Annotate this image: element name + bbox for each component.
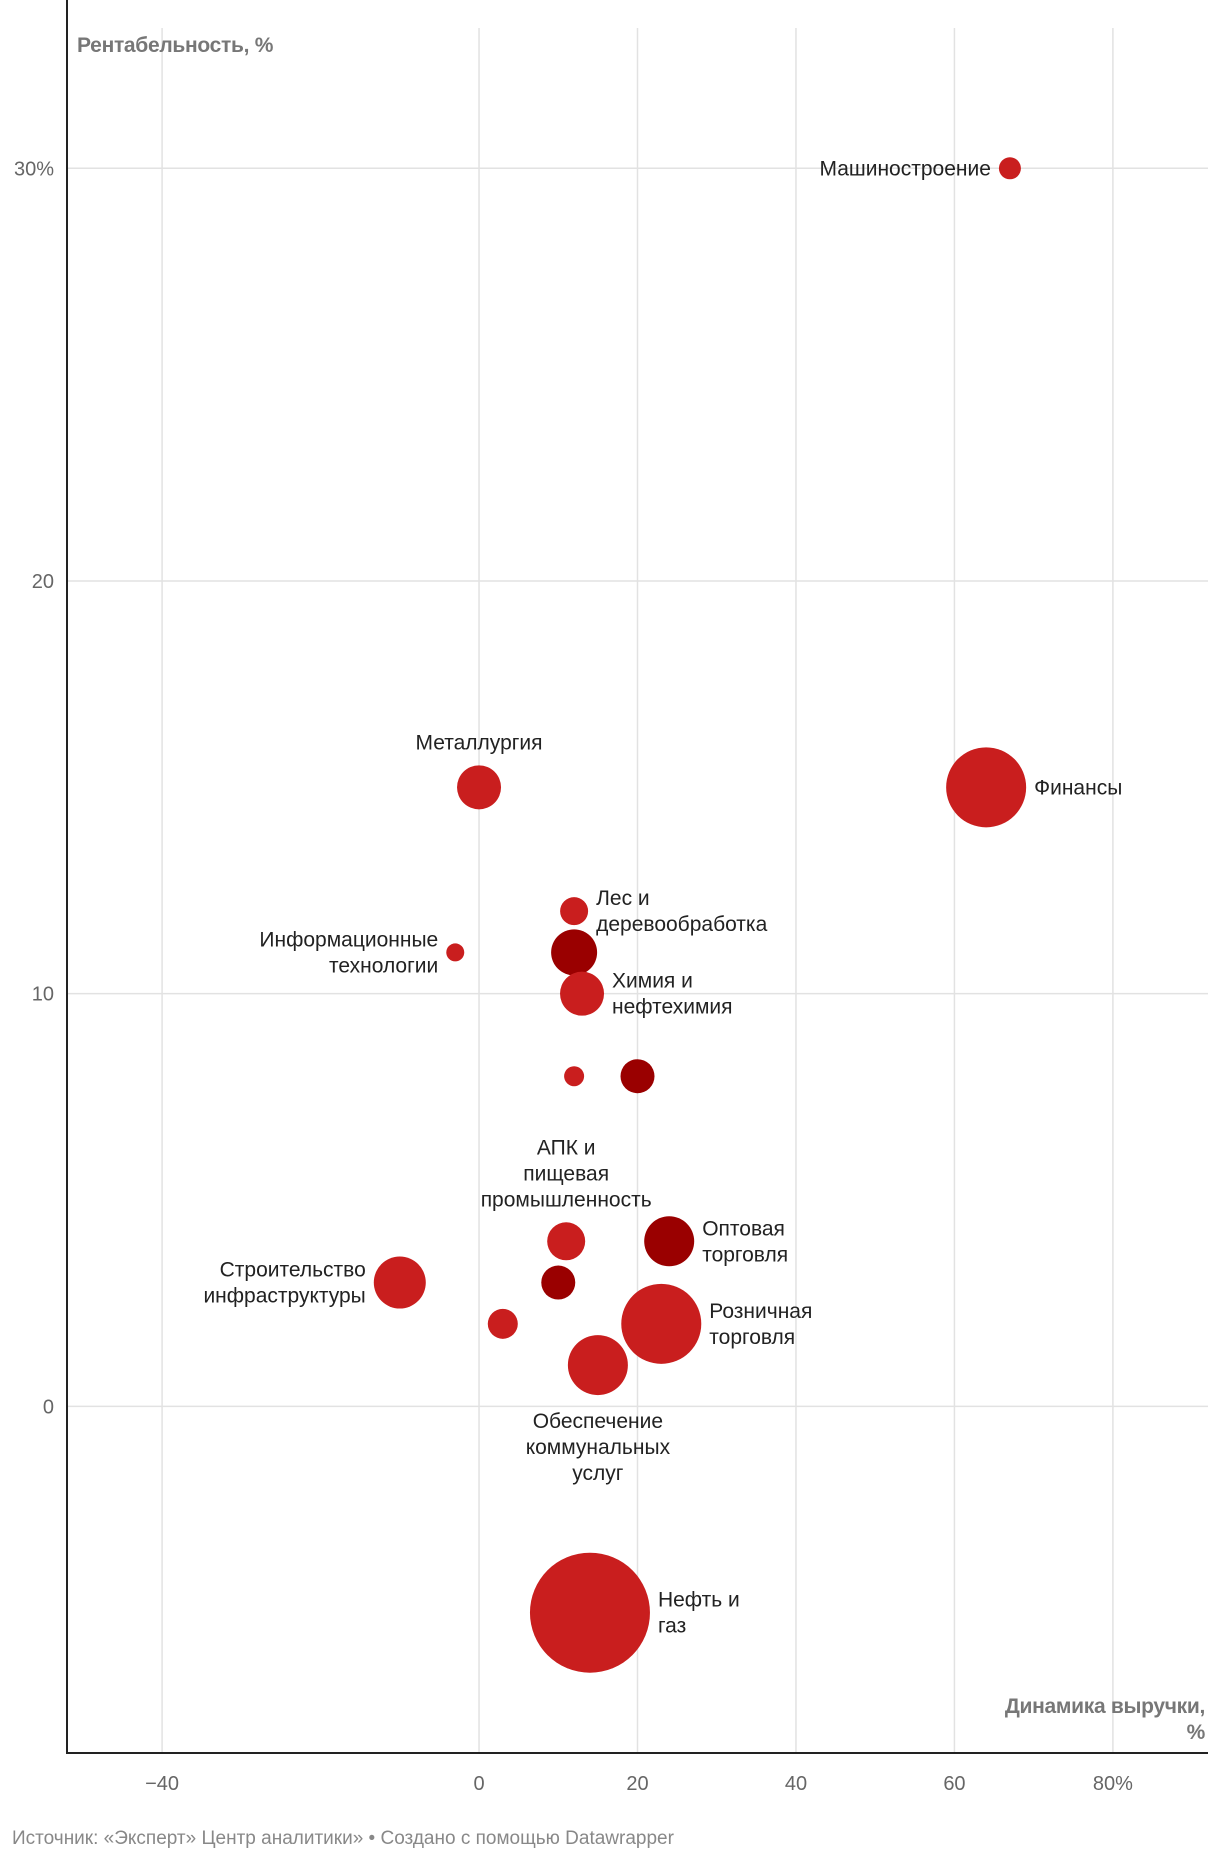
bubble-labels: Нефть и газ Финансы Розничная торговля Обеспе… xyxy=(203,157,1122,1637)
bubble xyxy=(560,897,589,926)
bubble-label-line: коммунальных xyxy=(526,1436,671,1459)
bubble xyxy=(457,765,502,810)
bubble xyxy=(567,1335,628,1396)
bubble-label-line: Розничная xyxy=(709,1300,812,1323)
bubble-label: Финансы xyxy=(1034,776,1122,799)
bubble xyxy=(620,1059,655,1094)
y-tick-label: 10 xyxy=(32,984,54,1006)
bubble-label-line: Финансы xyxy=(1034,776,1122,799)
bubble-label-line: Информационные xyxy=(259,928,438,951)
bubble-label-line: промышленность xyxy=(481,1188,652,1211)
bubble xyxy=(998,157,1021,180)
bubble-label: Химия и нефтехимия xyxy=(612,970,732,1019)
source-footer: Источник: «Эксперт» Центр аналитики» • С… xyxy=(12,1828,674,1849)
bubble xyxy=(541,1265,576,1300)
bubble-label-line: Лес и xyxy=(596,887,650,910)
bubble-label-line: нефтехимия xyxy=(612,996,732,1019)
axes xyxy=(66,0,1208,1754)
bubble xyxy=(529,1552,650,1673)
x-axis-title-line: % xyxy=(1187,1721,1206,1744)
x-tick-label: 40 xyxy=(785,1773,807,1795)
y-tick-label: 30% xyxy=(14,158,54,180)
bubble-label: Информационные технологии xyxy=(259,928,438,977)
bubble-label: Оптовая торговля xyxy=(702,1217,788,1266)
bubble-label-line: Строительство xyxy=(220,1259,366,1282)
bubble-label-line: инфраструктуры xyxy=(203,1285,365,1308)
bubble xyxy=(547,1222,586,1261)
bubble-label: Строительство инфраструктуры xyxy=(203,1259,365,1308)
bubble-label-line: услуг xyxy=(572,1462,624,1485)
bubble-label-line: пищевая xyxy=(523,1162,609,1185)
scatter-chart: −40 0 20 40 60 80% 30% 20 10 0 Нефть и газ Финансы… xyxy=(14,0,1208,1795)
bubble-label-line: Химия и xyxy=(612,970,693,993)
bubble xyxy=(560,971,605,1016)
bubble-label: Металлургия xyxy=(416,731,543,754)
bubble-label-line: газ xyxy=(658,1615,686,1638)
x-axis-title: Динамика выручки,% xyxy=(1005,1695,1206,1744)
bubble-label: АПК и пищевая промышленность xyxy=(481,1136,652,1211)
bubble-label-line: Машиностроение xyxy=(819,157,990,180)
bubble xyxy=(487,1308,518,1339)
x-axis-title-line: Динамика выручки, xyxy=(1005,1695,1205,1718)
bubble xyxy=(446,943,465,962)
bubble-label-line: деревообработка xyxy=(596,913,767,936)
bubble xyxy=(564,1066,585,1087)
x-tick-label: 20 xyxy=(626,1773,648,1795)
bubble-label: Розничная торговля xyxy=(709,1300,812,1349)
bubble-label-line: АПК и xyxy=(537,1136,596,1159)
bubble xyxy=(551,929,598,976)
x-tick-label: −40 xyxy=(145,1773,179,1795)
grid-lines xyxy=(67,28,1208,1753)
bubble-label-line: торговля xyxy=(709,1326,795,1349)
y-tick-label: 20 xyxy=(32,571,54,593)
bubble-label: Машиностроение xyxy=(819,157,990,180)
x-axis-ticks: −40 0 20 40 60 80% xyxy=(145,1773,1133,1795)
bubble-label-line: Обеспечение xyxy=(533,1410,663,1433)
y-axis-title: Рентабельность, % xyxy=(77,34,274,57)
bubble-label-line: Оптовая xyxy=(702,1217,785,1240)
bubble xyxy=(644,1216,695,1267)
y-tick-label: 0 xyxy=(43,1396,54,1418)
bubble-label-line: Металлургия xyxy=(416,731,543,754)
y-axis-ticks: 30% 20 10 0 xyxy=(14,158,54,1418)
bubble-label-line: технологии xyxy=(329,954,438,977)
bubble xyxy=(621,1283,702,1364)
bubble xyxy=(946,747,1027,828)
bubble-label: Обеспечение коммунальных услуг xyxy=(526,1410,671,1485)
bubble-label: Лес и деревообработка xyxy=(596,887,767,936)
bubble xyxy=(373,1256,426,1309)
x-tick-label: 80% xyxy=(1093,1773,1133,1795)
bubble-label: Нефть и газ xyxy=(658,1589,740,1638)
bubbles xyxy=(373,157,1027,1673)
x-tick-label: 60 xyxy=(943,1773,965,1795)
bubble-label-line: торговля xyxy=(702,1243,788,1266)
x-tick-label: 0 xyxy=(473,1773,484,1795)
bubble-label-line: Нефть и xyxy=(658,1589,740,1612)
